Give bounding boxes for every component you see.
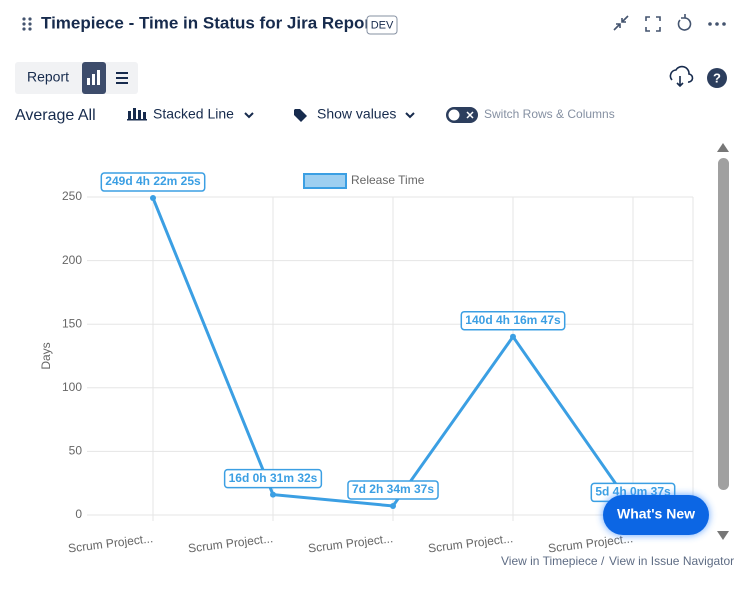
badge: DEV <box>371 19 394 31</box>
y-tick-label: 200 <box>62 253 82 267</box>
switch-label: Switch Rows & Columns <box>484 107 615 121</box>
scroll-down[interactable] <box>717 531 729 540</box>
whats-new-label: What's New <box>617 506 695 522</box>
value-label: 249d 4h 22m 25s <box>105 174 201 188</box>
drag-handle[interactable] <box>22 17 32 31</box>
help-mark: ? <box>713 70 721 85</box>
value-label-box <box>223 468 323 489</box>
value-label: 7d 2h 34m 37s <box>352 482 434 496</box>
value-label-box <box>347 480 439 500</box>
scroll-thumb[interactable] <box>718 158 729 490</box>
point <box>270 491 276 498</box>
download-icon[interactable] <box>669 65 694 88</box>
report-tab[interactable]: Report <box>27 69 69 85</box>
timepiece-link[interactable]: View in Timepiece <box>501 554 598 568</box>
tag-icon <box>294 109 307 122</box>
y-tick-label: 50 <box>69 444 83 458</box>
y-tick-label: 150 <box>62 316 82 330</box>
value-label: 140d 4h 16m 47s <box>465 313 561 327</box>
help-icon[interactable] <box>707 68 727 88</box>
legend-swatch <box>303 173 347 189</box>
whats-new-button[interactable] <box>603 495 709 535</box>
navigator-link[interactable]: View in Issue Navigator <box>609 554 734 568</box>
view-toggle <box>15 62 138 94</box>
point <box>510 333 516 340</box>
y-axis-label: Days <box>39 342 53 369</box>
scroll-up[interactable] <box>717 143 729 152</box>
x-tick-label: Scrum Project... <box>427 531 513 555</box>
chart-icon <box>87 70 100 85</box>
switch-knob <box>448 109 460 121</box>
value-label-box <box>100 172 206 192</box>
y-tick-label: 100 <box>62 380 82 394</box>
more-icon[interactable] <box>708 22 726 26</box>
list-view-button[interactable] <box>116 72 128 84</box>
chart-type-select[interactable]: Stacked Line <box>153 106 234 122</box>
point <box>150 195 156 202</box>
point <box>390 502 396 509</box>
y-tick-label: 250 <box>62 189 82 203</box>
y-tick-label: 0 <box>75 507 82 521</box>
chevron <box>244 112 254 119</box>
show-values-select[interactable]: Show values <box>317 106 396 122</box>
x-tick-label: Scrum Project... <box>187 531 273 555</box>
value-label: 16d 0h 31m 32s <box>229 471 318 485</box>
legend-label: Release Time <box>351 173 425 187</box>
badge-box <box>366 15 398 35</box>
switch-x <box>466 111 474 119</box>
chevron <box>405 112 415 119</box>
x-tick-label: Scrum Project... <box>307 531 393 555</box>
title: Timepiece - Time in Status for Jira Repo… <box>41 13 377 32</box>
average-select[interactable]: Average All <box>15 107 96 124</box>
separator: / <box>601 554 605 568</box>
header-icons[interactable] <box>613 14 692 32</box>
x-tick-label: Scrum Project... <box>67 531 153 555</box>
value-label-box <box>460 310 566 331</box>
line-type-icon <box>127 108 147 121</box>
